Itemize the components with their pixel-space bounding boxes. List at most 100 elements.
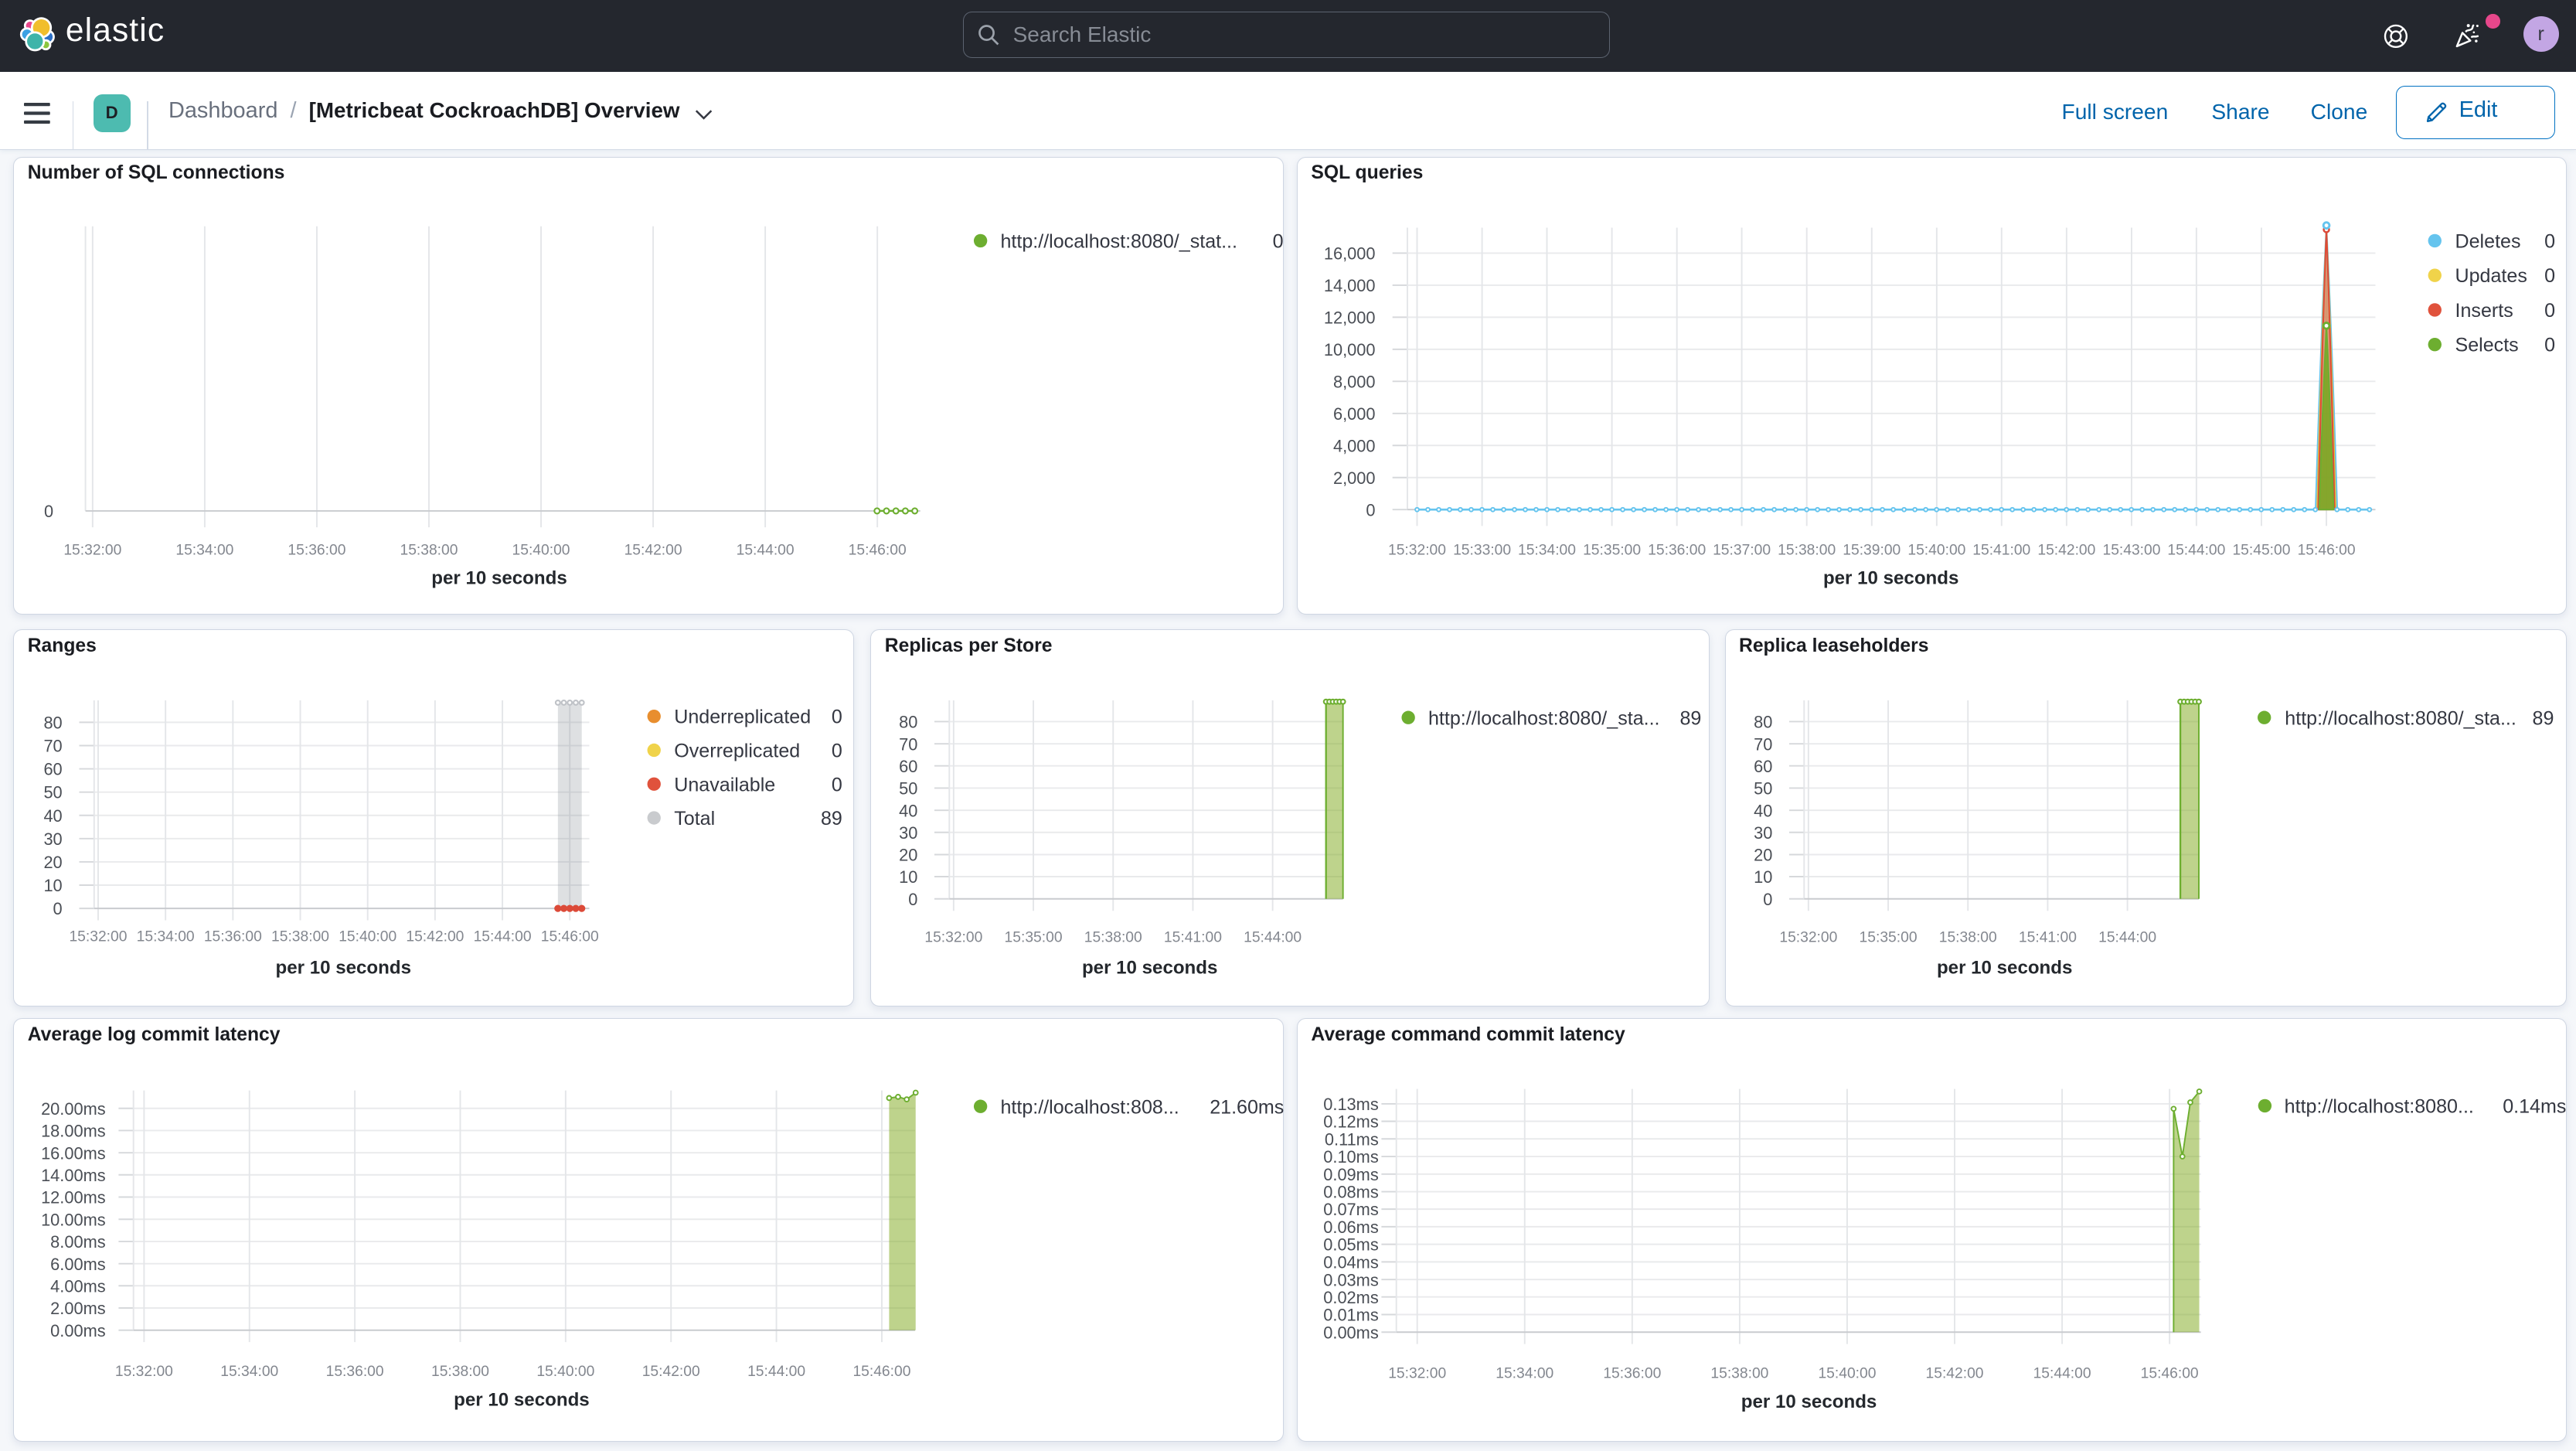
- svg-text:70: 70: [1754, 734, 1772, 754]
- svg-text:15:34:00: 15:34:00: [1496, 1366, 1553, 1382]
- svg-text:15:34:00: 15:34:00: [137, 929, 195, 945]
- svg-text:Inserts: Inserts: [2455, 300, 2513, 322]
- svg-text:0.00ms: 0.00ms: [1323, 1323, 1379, 1343]
- svg-text:15:44:00: 15:44:00: [474, 929, 532, 945]
- svg-text:20.00ms: 20.00ms: [41, 1099, 106, 1119]
- svg-text:50: 50: [1754, 779, 1772, 799]
- svg-text:0.14ms: 0.14ms: [2503, 1096, 2566, 1118]
- svg-text:6,000: 6,000: [1333, 404, 1376, 423]
- svg-text:15:46:00: 15:46:00: [2141, 1366, 2199, 1382]
- svg-text:10: 10: [44, 876, 63, 895]
- svg-text:15:44:00: 15:44:00: [2098, 929, 2156, 945]
- svg-text:0: 0: [1763, 890, 1772, 909]
- svg-text:10,000: 10,000: [1324, 339, 1376, 359]
- svg-text:12,000: 12,000: [1324, 308, 1376, 327]
- svg-text:15:32:00: 15:32:00: [70, 929, 128, 945]
- svg-text:0: 0: [1273, 230, 1284, 252]
- svg-text:15:35:00: 15:35:00: [1005, 929, 1063, 945]
- svg-text:15:43:00: 15:43:00: [2103, 542, 2161, 558]
- svg-text:Deletes: Deletes: [2455, 230, 2521, 252]
- svg-text:14.00ms: 14.00ms: [41, 1166, 106, 1185]
- svg-text:15:32:00: 15:32:00: [1388, 1366, 1446, 1382]
- svg-text:15:36:00: 15:36:00: [288, 542, 346, 558]
- svg-text:2.00ms: 2.00ms: [51, 1299, 107, 1318]
- svg-text:30: 30: [44, 829, 63, 849]
- svg-text:Updates: Updates: [2455, 265, 2527, 287]
- svg-text:0.12ms: 0.12ms: [1323, 1112, 1379, 1132]
- svg-text:15:38:00: 15:38:00: [1710, 1366, 1768, 1382]
- svg-text:8.00ms: 8.00ms: [51, 1232, 107, 1252]
- svg-text:0: 0: [2544, 334, 2555, 356]
- svg-text:20: 20: [44, 853, 63, 872]
- svg-text:2,000: 2,000: [1333, 468, 1376, 487]
- svg-text:15:42:00: 15:42:00: [624, 542, 682, 558]
- svg-text:0: 0: [1366, 500, 1375, 519]
- svg-text:0: 0: [832, 774, 842, 795]
- svg-text:15:36:00: 15:36:00: [1648, 542, 1706, 558]
- svg-text:15:36:00: 15:36:00: [204, 929, 262, 945]
- svg-text:80: 80: [1754, 712, 1772, 731]
- svg-text:15:44:00: 15:44:00: [737, 542, 795, 558]
- svg-text:0.06ms: 0.06ms: [1323, 1218, 1379, 1237]
- svg-text:0.07ms: 0.07ms: [1323, 1201, 1379, 1220]
- svg-text:15:44:00: 15:44:00: [747, 1364, 805, 1380]
- svg-text:60: 60: [900, 757, 918, 776]
- svg-text:15:34:00: 15:34:00: [176, 542, 234, 558]
- svg-text:16.00ms: 16.00ms: [41, 1144, 106, 1163]
- svg-text:15:32:00: 15:32:00: [115, 1364, 173, 1380]
- svg-text:0.13ms: 0.13ms: [1323, 1095, 1379, 1114]
- svg-text:15:33:00: 15:33:00: [1453, 542, 1511, 558]
- svg-text:Unavailable: Unavailable: [675, 774, 776, 795]
- svg-text:0.04ms: 0.04ms: [1323, 1253, 1379, 1272]
- svg-text:15:34:00: 15:34:00: [221, 1364, 279, 1380]
- svg-text:15:45:00: 15:45:00: [2233, 542, 2291, 558]
- svg-text:per 10 seconds: per 10 seconds: [1823, 567, 1958, 588]
- svg-text:10: 10: [1754, 867, 1772, 887]
- svg-text:15:44:00: 15:44:00: [2167, 542, 2225, 558]
- svg-text:per 10 seconds: per 10 seconds: [432, 567, 567, 588]
- svg-text:30: 30: [900, 823, 918, 843]
- svg-text:15:35:00: 15:35:00: [1583, 542, 1641, 558]
- svg-text:15:32:00: 15:32:00: [64, 542, 122, 558]
- svg-text:Underreplicated: Underreplicated: [675, 707, 812, 728]
- svg-text:Overreplicated: Overreplicated: [675, 740, 801, 761]
- svg-text:15:40:00: 15:40:00: [512, 542, 570, 558]
- svg-text:15:46:00: 15:46:00: [541, 929, 599, 945]
- svg-text:50: 50: [900, 779, 918, 799]
- svg-text:per 10 seconds: per 10 seconds: [276, 958, 411, 979]
- svg-text:8,000: 8,000: [1333, 372, 1376, 391]
- svg-text:per 10 seconds: per 10 seconds: [1741, 1391, 1877, 1412]
- svg-text:20: 20: [900, 846, 918, 865]
- svg-text:15:38:00: 15:38:00: [271, 929, 329, 945]
- svg-text:15:40:00: 15:40:00: [339, 929, 397, 945]
- svg-text:15:38:00: 15:38:00: [1778, 542, 1836, 558]
- svg-text:http://localhost:8080/_sta...: http://localhost:8080/_sta...: [1428, 707, 1660, 729]
- svg-text:10: 10: [900, 867, 918, 887]
- svg-text:16,000: 16,000: [1324, 244, 1376, 263]
- svg-text:15:38:00: 15:38:00: [1938, 929, 1996, 945]
- svg-text:15:35:00: 15:35:00: [1859, 929, 1917, 945]
- svg-text:15:40:00: 15:40:00: [1907, 542, 1965, 558]
- svg-text:15:42:00: 15:42:00: [407, 929, 464, 945]
- svg-text:15:36:00: 15:36:00: [1603, 1366, 1661, 1382]
- svg-text:15:44:00: 15:44:00: [1244, 929, 1302, 945]
- svg-text:15:38:00: 15:38:00: [1084, 929, 1142, 945]
- svg-text:15:44:00: 15:44:00: [2033, 1366, 2091, 1382]
- svg-text:60: 60: [1754, 757, 1772, 776]
- svg-text:4.00ms: 4.00ms: [51, 1277, 107, 1296]
- svg-text:15:46:00: 15:46:00: [849, 542, 907, 558]
- svg-text:89: 89: [2532, 707, 2554, 729]
- svg-text:80: 80: [900, 712, 918, 731]
- svg-text:15:42:00: 15:42:00: [1926, 1366, 1984, 1382]
- svg-text:40: 40: [900, 801, 918, 820]
- svg-text:40: 40: [1754, 801, 1772, 820]
- svg-text:0.10ms: 0.10ms: [1323, 1148, 1379, 1167]
- svg-text:http://localhost:808...: http://localhost:808...: [1001, 1097, 1179, 1119]
- svg-text:0.11ms: 0.11ms: [1325, 1130, 1379, 1150]
- svg-text:15:38:00: 15:38:00: [431, 1364, 489, 1380]
- svg-text:http://localhost:8080/_sta...: http://localhost:8080/_sta...: [2285, 707, 2516, 729]
- svg-text:15:34:00: 15:34:00: [1518, 542, 1576, 558]
- svg-text:15:42:00: 15:42:00: [2037, 542, 2095, 558]
- svg-text:10.00ms: 10.00ms: [41, 1211, 106, 1230]
- svg-text:15:38:00: 15:38:00: [400, 542, 458, 558]
